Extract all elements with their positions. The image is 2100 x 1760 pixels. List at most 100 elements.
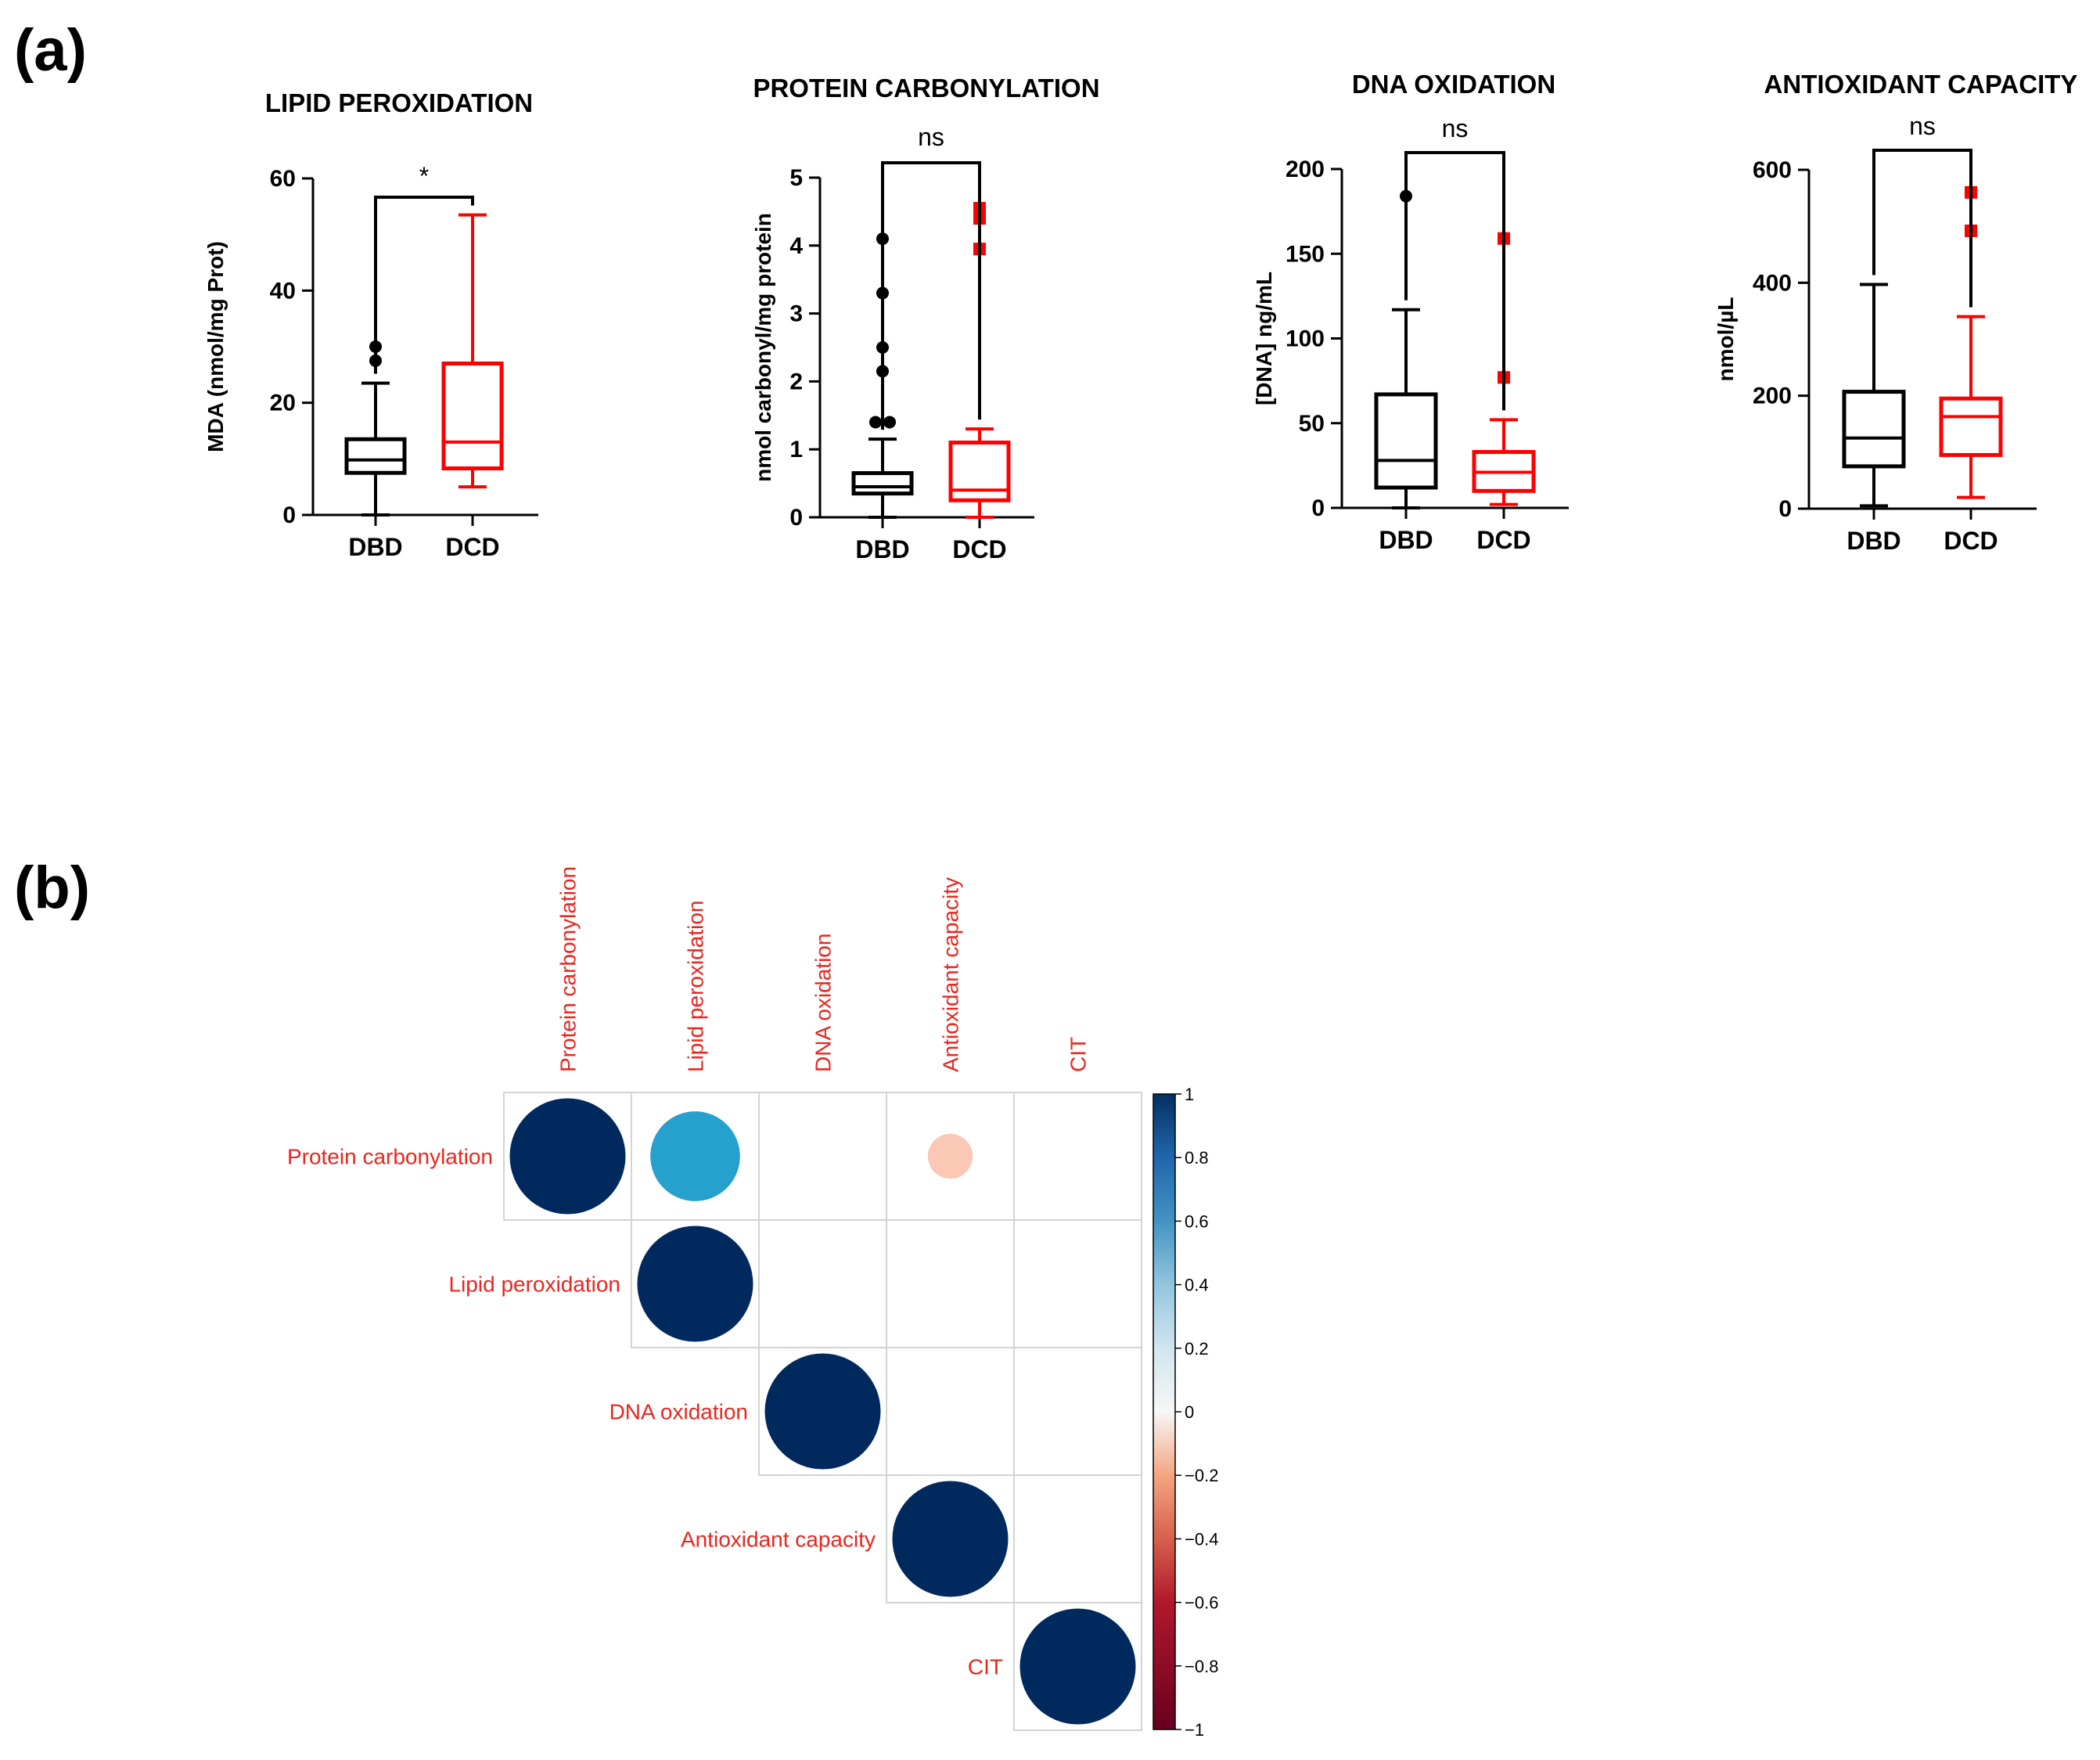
box-iqr (1842, 390, 1906, 469)
box-iqr (1374, 392, 1438, 490)
chart-title: PROTEIN CARBONYLATION (753, 74, 1099, 103)
corr-cell (886, 1219, 1015, 1348)
x-category-label: DCD (445, 533, 499, 561)
box-series-dcd: DCD (948, 202, 1011, 563)
significance-bracket: ns (1404, 114, 1505, 411)
box-iqr (1939, 396, 2003, 457)
corr-circle (637, 1226, 753, 1342)
correlation-plot: Protein carbonylation Lipid peroxidation D… (287, 866, 1218, 1740)
significance-label: ns (1442, 114, 1469, 142)
panel-label-a: (a) (14, 17, 87, 84)
corr-circle (927, 1133, 973, 1179)
y-tick-label: 50 (1299, 411, 1325, 437)
corr-cell (1013, 1347, 1142, 1476)
corr-row-label: Lipid peroxidation (449, 1272, 621, 1297)
box-iqr (441, 362, 504, 471)
y-tick-label: 600 (1753, 157, 1792, 183)
significance-bracket: ns (1872, 112, 1972, 308)
y-tick-label: 4 (789, 233, 803, 259)
chart-title: ANTIOXIDANT CAPACITY (1764, 70, 2078, 99)
y-tick-label: 60 (270, 166, 296, 192)
colorbar-tick-label: −0.2 (1185, 1466, 1218, 1485)
box-iqr (344, 437, 407, 475)
x-category-label: DBD (1379, 526, 1433, 554)
corr-col-label: CIT (1066, 1037, 1091, 1072)
corr-cell (758, 1219, 887, 1348)
y-tick-label: 1 (789, 437, 803, 462)
boxplot-chart: PROTEIN CARBONYLATION nmol carbonyl/mg pr… (751, 74, 1100, 563)
x-category-label: DBD (855, 535, 909, 563)
bracket-line (1872, 149, 1972, 308)
box-series-dbd: DBD (1842, 283, 1906, 555)
significance-bracket: * (374, 162, 474, 374)
corr-col-label: Antioxidant capacity (939, 877, 963, 1072)
colorbar-tick-label: 1 (1185, 1085, 1194, 1104)
bracket-line (881, 161, 981, 430)
y-tick-label: 200 (1286, 157, 1325, 182)
box-series-dcd: DCD (441, 213, 504, 561)
significance-label: ns (1909, 112, 1936, 140)
y-tick-label: 100 (1286, 326, 1325, 352)
corr-cell (1013, 1474, 1142, 1603)
corr-circle (509, 1098, 626, 1215)
corr-col-label: Protein carbonylation (556, 866, 581, 1072)
corr-circle (650, 1111, 740, 1201)
outlier-point (883, 416, 896, 429)
significance-label: ns (918, 123, 944, 151)
colorbar-tick-label: 0.2 (1185, 1339, 1209, 1359)
bracket-line (374, 196, 474, 374)
box-iqr (851, 471, 914, 496)
corr-row-label: CIT (968, 1655, 1003, 1679)
chart-title: DNA OXIDATION (1352, 70, 1555, 99)
corr-row-label: DNA oxidation (610, 1400, 748, 1424)
x-category-label: DBD (348, 533, 402, 561)
corr-col-label: Lipid peroxidation (684, 901, 708, 1073)
y-tick-label: 40 (270, 278, 296, 304)
colorbar-tick-label: −0.8 (1185, 1657, 1218, 1676)
boxplot-chart: LIPID PEROXIDATION MDA (nmol/mg Prot) 0 20 4… (203, 88, 538, 561)
x-category-label: DCD (1944, 527, 1998, 555)
corr-cell (758, 1092, 887, 1221)
y-axis-label: [DNA] ng/mL (1252, 272, 1276, 405)
colorbar-tick-label: −0.4 (1185, 1529, 1218, 1549)
corr-circle (764, 1353, 881, 1470)
y-tick-label: 2 (789, 369, 803, 394)
x-category-label: DBD (1846, 527, 1900, 555)
corr-cell (1013, 1092, 1142, 1221)
colorbar-tick-label: 0 (1185, 1402, 1194, 1422)
corr-row-label: Protein carbonylation (287, 1145, 493, 1169)
y-tick-label: 0 (1778, 496, 1792, 522)
y-tick-label: 3 (789, 301, 803, 327)
box-series-dbd: DBD (851, 232, 914, 563)
y-tick-label: 200 (1753, 383, 1792, 409)
chart-title: LIPID PEROXIDATION (265, 88, 533, 117)
colorbar-tick-label: −1 (1185, 1720, 1204, 1740)
box-series-dcd: DCD (1472, 232, 1536, 554)
y-tick-label: 150 (1286, 241, 1325, 267)
corr-circle (1019, 1608, 1136, 1725)
y-tick-label: 0 (1311, 495, 1325, 521)
y-tick-label: 20 (270, 391, 296, 416)
colorbar-tick-label: −0.6 (1185, 1593, 1218, 1613)
y-axis-label: nmol/µL (1713, 297, 1738, 382)
corr-circle (892, 1481, 1009, 1597)
y-tick-label: 400 (1753, 270, 1792, 296)
colorbar-tick-label: 0.8 (1185, 1148, 1209, 1168)
box-series-dbd: DBD (1374, 189, 1438, 554)
y-tick-label: 0 (282, 502, 296, 528)
boxplot-chart: DNA OXIDATION [DNA] ng/mL 0 50 100 150 200 DBD D… (1252, 70, 1569, 554)
corr-col-label: DNA oxidation (811, 934, 836, 1072)
outlier-point (869, 416, 882, 429)
box-iqr (948, 441, 1011, 502)
significance-label: * (419, 162, 429, 190)
y-axis-label: MDA (nmol/mg Prot) (203, 241, 228, 452)
panel-label-b: (b) (14, 855, 90, 921)
colorbar-tick-label: 0.6 (1185, 1211, 1209, 1231)
significance-bracket: ns (881, 123, 981, 430)
boxplot-chart: ANTIOXIDANT CAPACITY nmol/µL 0 200 400 600 DBD… (1713, 70, 2077, 555)
colorbar (1152, 1093, 1176, 1730)
y-axis-label: nmol carbonyl/mg protein (751, 213, 775, 482)
corr-cell (1013, 1219, 1142, 1348)
